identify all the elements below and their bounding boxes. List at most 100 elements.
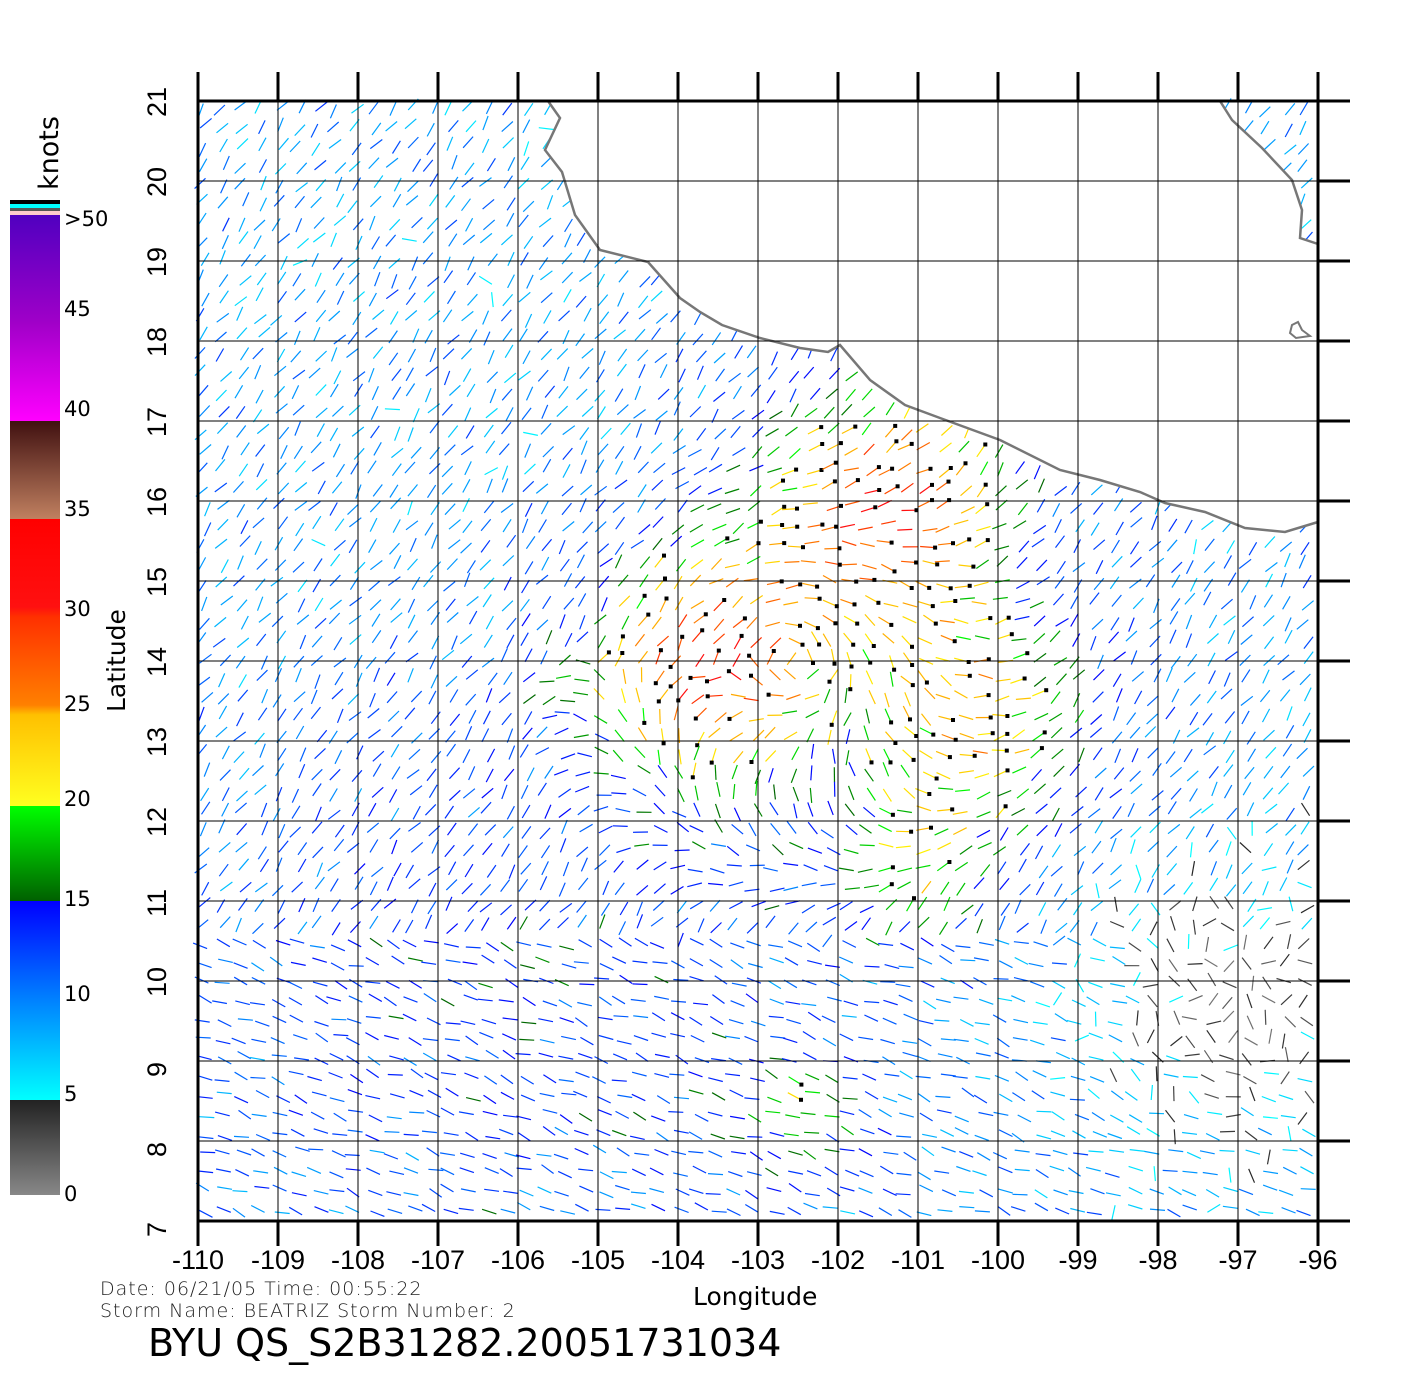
wind-vector bbox=[959, 1018, 974, 1027]
wind-vector bbox=[477, 998, 493, 1002]
wind-vector bbox=[508, 745, 516, 760]
wind-vector bbox=[599, 938, 613, 948]
rain-flag-dot bbox=[1005, 731, 1010, 736]
wind-vector bbox=[1090, 484, 1103, 496]
wind-vector bbox=[744, 888, 760, 892]
wind-vector bbox=[1302, 712, 1311, 727]
wind-vector bbox=[440, 1072, 456, 1076]
wind-vector bbox=[1149, 1112, 1165, 1115]
wind-vector bbox=[959, 1151, 974, 1158]
wind-vector bbox=[371, 122, 382, 136]
wind-vector bbox=[788, 1150, 803, 1156]
wind-vector bbox=[391, 955, 405, 965]
wind-vector bbox=[561, 1092, 577, 1096]
rain-flag-dot bbox=[930, 498, 934, 503]
wind-vector bbox=[713, 618, 725, 631]
wind-vector bbox=[535, 956, 550, 963]
wind-vector bbox=[1170, 598, 1181, 611]
wind-vector bbox=[1238, 1188, 1254, 1196]
rain-flag-dot bbox=[988, 715, 993, 720]
wind-vector bbox=[936, 772, 951, 780]
wind-vector bbox=[1304, 1090, 1315, 1104]
wind-vector bbox=[1069, 727, 1083, 738]
wind-vector bbox=[709, 938, 723, 948]
wind-vector bbox=[992, 846, 1007, 856]
wind-vector bbox=[462, 788, 476, 799]
wind-vector bbox=[422, 1038, 438, 1042]
wind-vector bbox=[803, 864, 818, 872]
wind-vector bbox=[196, 1055, 212, 1061]
wind-vector bbox=[1094, 787, 1104, 801]
wind-vector bbox=[743, 697, 759, 702]
wind-vector bbox=[388, 1015, 404, 1020]
rain-flag-dot bbox=[722, 598, 727, 602]
wind-vector bbox=[632, 960, 648, 964]
wind-vector bbox=[825, 1074, 839, 1084]
wind-vector bbox=[1302, 785, 1311, 800]
wind-vector bbox=[539, 1205, 555, 1212]
wind-vector bbox=[1297, 859, 1310, 871]
wind-vector bbox=[369, 881, 378, 896]
wind-vector bbox=[392, 919, 401, 933]
wind-vector bbox=[689, 406, 702, 418]
wind-vector bbox=[788, 1170, 804, 1175]
wind-vector bbox=[259, 197, 268, 212]
wind-vector bbox=[940, 881, 950, 895]
wind-vector bbox=[348, 160, 361, 172]
wind-vector bbox=[256, 497, 268, 510]
wind-vector bbox=[844, 803, 855, 817]
wind-vector bbox=[1075, 786, 1088, 798]
wind-vector bbox=[841, 1015, 857, 1018]
wind-vector bbox=[213, 104, 226, 116]
wind-vector bbox=[367, 460, 377, 474]
wind-vector bbox=[330, 962, 345, 971]
wind-vector bbox=[916, 848, 931, 855]
wind-vector bbox=[789, 841, 804, 850]
wind-vector bbox=[297, 842, 308, 856]
wind-vector bbox=[687, 882, 703, 888]
wind-vector bbox=[845, 750, 850, 766]
wind-vector bbox=[826, 505, 842, 512]
wind-vector bbox=[236, 599, 248, 612]
rain-flag-dot bbox=[951, 718, 955, 722]
wind-vector bbox=[446, 923, 459, 935]
wind-vector bbox=[559, 902, 573, 913]
wind-vector bbox=[431, 839, 440, 854]
rain-flag-dot bbox=[739, 633, 744, 638]
wind-vector bbox=[1038, 478, 1045, 493]
wind-vector bbox=[1128, 1186, 1143, 1195]
wind-vector bbox=[368, 1114, 383, 1123]
wind-vector bbox=[1111, 555, 1123, 568]
wind-vector bbox=[974, 1134, 990, 1142]
wind-vector bbox=[355, 672, 363, 687]
wind-vector bbox=[844, 479, 859, 489]
wind-vector bbox=[440, 1107, 455, 1116]
wind-vector bbox=[255, 1133, 271, 1141]
rain-flag-dot bbox=[705, 679, 709, 684]
wind-vector bbox=[331, 1018, 347, 1021]
wind-vector bbox=[1285, 841, 1295, 855]
wind-vector bbox=[864, 489, 880, 494]
wind-vector bbox=[939, 442, 952, 453]
wind-vector bbox=[1241, 669, 1251, 683]
rain-flag-dot bbox=[914, 734, 919, 738]
wind-vector bbox=[329, 1052, 344, 1061]
wind-vector bbox=[383, 1153, 399, 1160]
wind-vector bbox=[1223, 615, 1236, 626]
wind-vector bbox=[393, 555, 402, 569]
wind-vector bbox=[882, 1017, 897, 1025]
wind-vector bbox=[765, 1167, 779, 1177]
wind-vector bbox=[315, 1032, 329, 1043]
wind-vector bbox=[690, 559, 704, 570]
wind-vector bbox=[918, 601, 933, 607]
wind-vector bbox=[1297, 844, 1309, 856]
wind-vector bbox=[714, 803, 721, 819]
wind-vector bbox=[409, 1089, 424, 1097]
wind-vector bbox=[1302, 765, 1315, 777]
wind-vector bbox=[906, 897, 915, 912]
wind-vector bbox=[673, 387, 684, 400]
wind-vector bbox=[825, 964, 840, 968]
wind-vector bbox=[800, 1112, 816, 1116]
wind-vector bbox=[258, 326, 271, 338]
rain-flag-dot bbox=[1025, 651, 1030, 656]
